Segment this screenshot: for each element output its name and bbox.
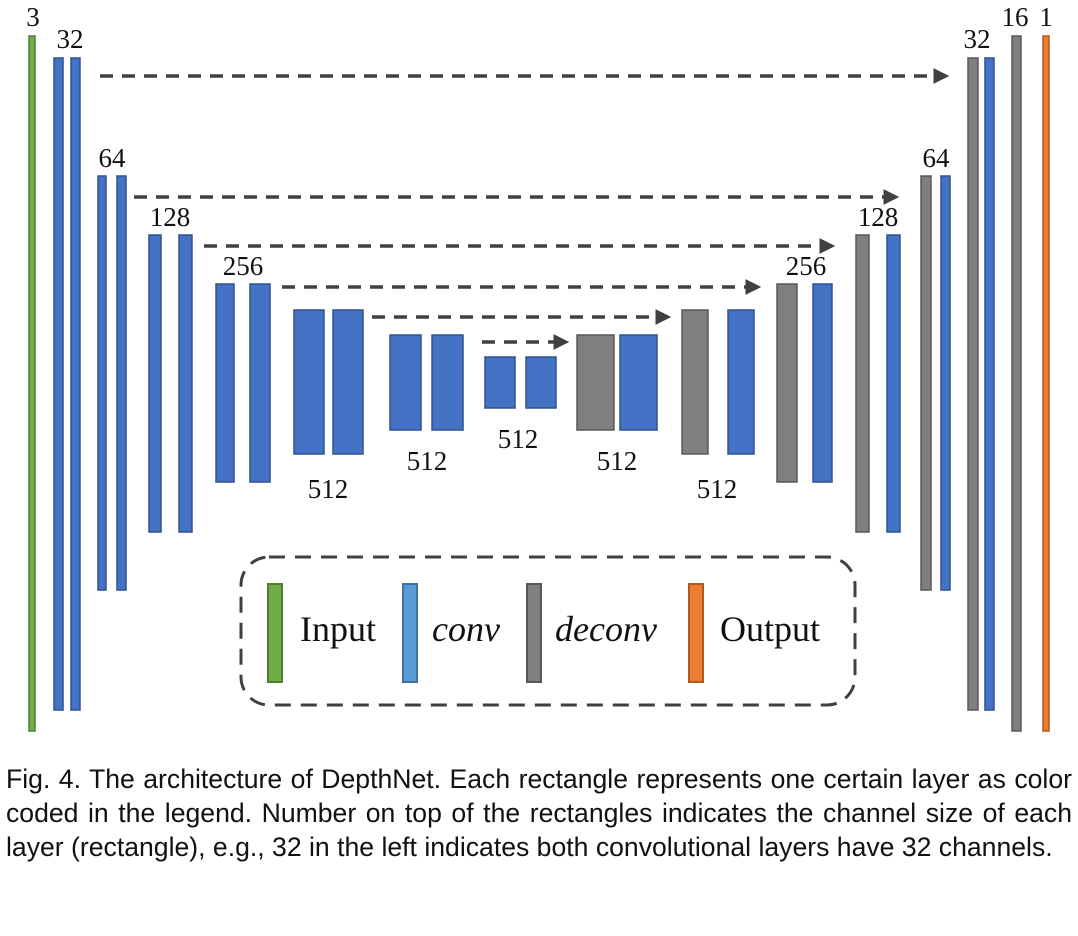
channel-label-512-2-left: 512 [407, 446, 448, 476]
conv-layer-32a [53, 57, 64, 711]
deconv-layer-16 [1011, 35, 1022, 732]
legend-swatch-output [688, 583, 704, 683]
deconv-layer-512-1 [681, 309, 709, 455]
deconv-layer-512-2 [576, 334, 615, 431]
legend-label-conv: conv [432, 609, 500, 649]
conv-layer-64a [97, 175, 107, 591]
legend-label-output: Output [720, 609, 820, 649]
channel-label-64-right: 64 [923, 143, 951, 173]
depthnet-architecture-diagram: 3 32 64 128 256 512 512 512 512 512 256 … [26, 2, 1053, 732]
conv-layer-256a [215, 283, 235, 483]
channel-label-32-right: 32 [964, 24, 991, 54]
figure-caption: Fig. 4. The architecture of DepthNet. Ea… [6, 764, 1072, 862]
channel-label-256-right: 256 [786, 251, 827, 281]
conv-layer-512-2a [389, 334, 422, 431]
conv-layer-256b [249, 283, 271, 483]
channel-label-512-2-right: 512 [597, 446, 638, 476]
conv-layer-32b [70, 57, 81, 711]
channel-label-128-left: 128 [150, 202, 191, 232]
conv-layer-128a [148, 234, 162, 533]
channel-label-16: 16 [1002, 2, 1029, 32]
conv-layer-64c [940, 175, 951, 591]
conv-layer-256c [812, 283, 833, 483]
conv-layer-128c [886, 234, 901, 533]
output-layer [1042, 35, 1050, 732]
bottleneck-conv-b [525, 356, 557, 409]
conv-layer-512-2b [431, 334, 464, 431]
deconv-layer-64 [920, 175, 932, 591]
deconv-layer-256 [776, 283, 798, 483]
legend-swatch-deconv [526, 583, 542, 683]
channel-labels: 3 32 64 128 256 512 512 512 512 512 256 … [26, 2, 1053, 504]
legend-label-deconv: deconv [555, 609, 657, 649]
encoder [28, 35, 557, 732]
conv-layer-512-2c [619, 334, 658, 431]
bottleneck-conv-a [484, 356, 516, 409]
channel-label-64-left: 64 [99, 143, 127, 173]
conv-layer-32c [984, 57, 995, 711]
channel-label-output: 1 [1039, 2, 1053, 32]
legend-swatch-input [267, 583, 283, 683]
decoder [576, 35, 1050, 732]
legend-border [239, 555, 857, 707]
deconv-layer-32 [967, 57, 979, 711]
skip-connections [100, 68, 950, 350]
legend-swatch-conv [402, 583, 418, 683]
conv-layer-128b [178, 234, 193, 533]
channel-label-256-left: 256 [223, 251, 264, 281]
channel-label-input: 3 [26, 2, 40, 32]
channel-label-512-1-right: 512 [697, 474, 738, 504]
channel-label-128-right: 128 [858, 202, 899, 232]
channel-label-32-left: 32 [57, 24, 84, 54]
conv-layer-512-1a [293, 309, 325, 455]
legend-label-input: Input [300, 609, 376, 649]
conv-layer-512-1c [727, 309, 755, 455]
channel-label-512-1-left: 512 [308, 474, 349, 504]
conv-layer-512-1b [332, 309, 364, 455]
legend: Input conv deconv Output [239, 555, 857, 707]
deconv-layer-128 [855, 234, 870, 533]
input-layer [28, 35, 36, 732]
conv-layer-64b [116, 175, 127, 591]
channel-label-bottleneck: 512 [498, 424, 539, 454]
